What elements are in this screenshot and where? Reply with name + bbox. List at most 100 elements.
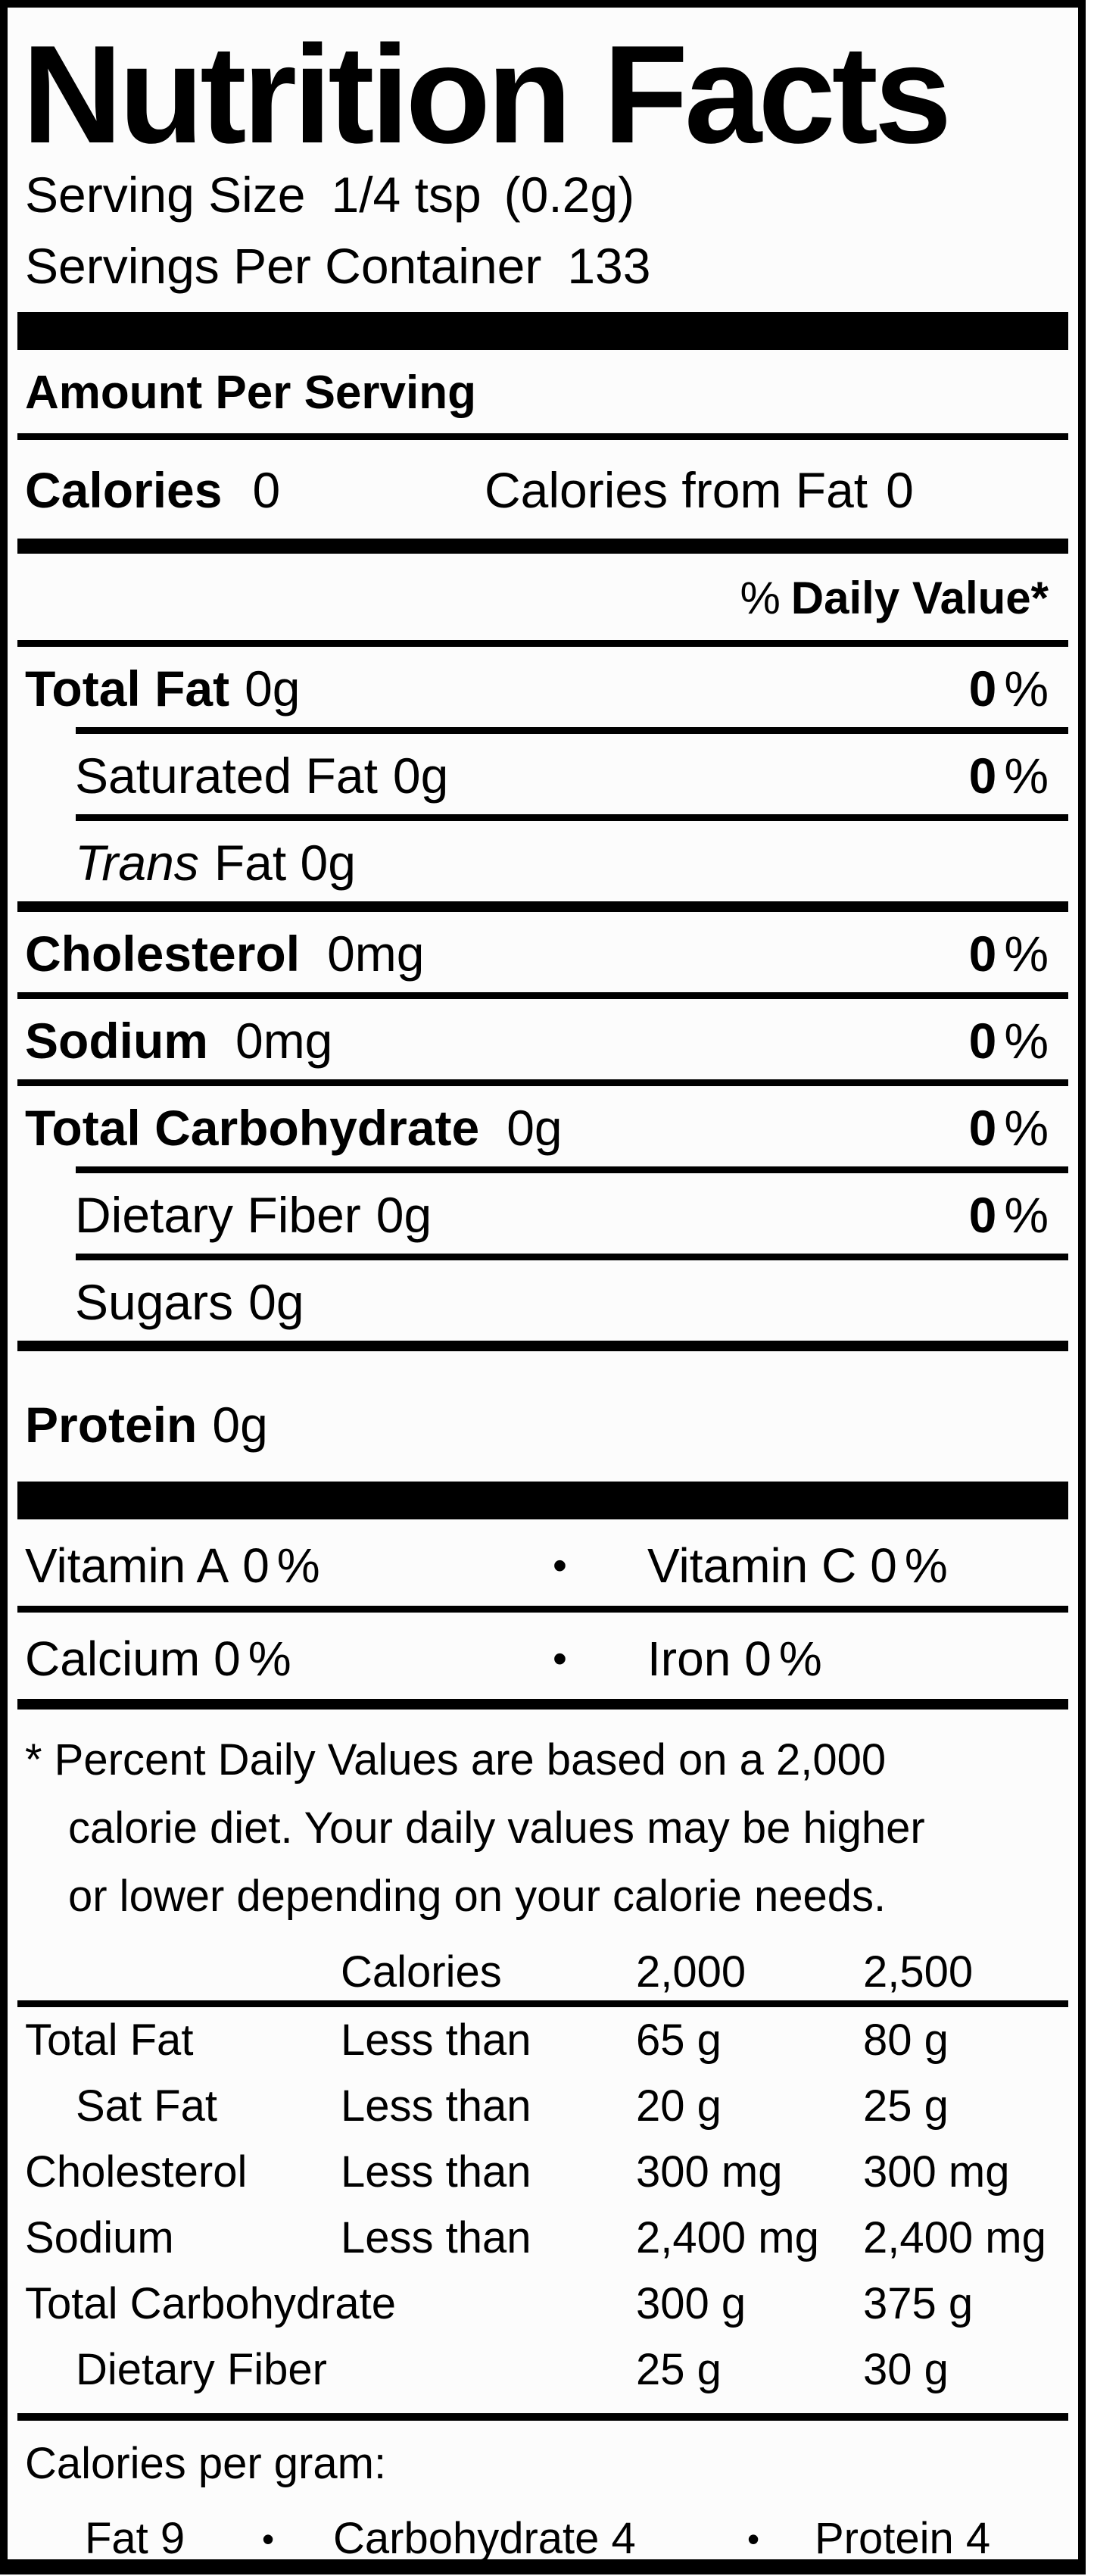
dv-table-row-cholesterol: Cholesterol Less than 300 mg 300 mg [17,2139,1068,2205]
nutrient-amount: 0mg [235,1013,333,1069]
bullet-icon: • [747,2519,760,2559]
dv-row-2000: 2,400 mg [636,2213,819,2262]
calories-label: Calories [25,462,223,518]
nutrient-row-saturated-fat: Saturated Fat 0g 0% [17,734,1068,814]
dv-row-label: Cholesterol [25,2147,248,2197]
nutrient-row-sugars: Sugars 0g [17,1260,1068,1341]
cpg-protein: Protein 4 [815,2514,991,2563]
vitamin-row-a-c: Vitamin A 0% • Vitamin C 0% [17,1519,1068,1606]
nutrient-row-protein: Protein 0g [17,1383,1068,1463]
rule [17,1606,1068,1613]
dv-table-header-2500: 2,500 [863,1947,974,1997]
vitamin-name: Iron [647,1631,731,1686]
dv-row-label: Dietary Fiber [76,2345,327,2394]
serving-size-row: Serving Size 1/4 tsp (0.2g) [17,159,1068,230]
nutrient-amount: Fat 0g [214,835,356,891]
nutrient-amount: 0g [212,1397,268,1453]
dv-row-label: Total Carbohydrate [25,2279,397,2328]
dv-table-row-sat-fat: Sat Fat Less than 20 g 25 g [17,2073,1068,2139]
dv-table-row-sodium: Sodium Less than 2,400 mg 2,400 mg [17,2205,1068,2271]
nutrient-name-amount: Sodium 0mg [25,1016,332,1066]
rule [17,1079,1068,1086]
nutrient-row-total-fat: Total Fat 0g 0% [17,647,1068,727]
nutrient-name-amount: Protein 0g [25,1400,268,1450]
nutrient-dv: 0% [968,1100,1049,1156]
calories-from-fat-label: Calories from Fat [485,462,868,518]
nutrient-name: Trans [75,835,199,891]
nutrient-name-amount: Saturated Fat 0g [25,751,448,801]
nutrient-name: Saturated Fat [75,748,378,804]
nutrient-name: Total Carbohydrate [25,1100,480,1156]
nutrient-name: Sugars [75,1274,234,1330]
nutrient-name-amount: Total Carbohydrate 0g [25,1103,563,1153]
vitamin-name: Vitamin A [25,1538,229,1593]
bullet-icon: • [553,1543,567,1588]
amount-per-serving-heading: Amount Per Serving [25,367,476,419]
serving-size-weight: (0.2g) [503,167,635,223]
nutrient-row-total-carbohydrate: Total Carbohydrate 0g 0% [17,1086,1068,1166]
calories-value: 0 [252,462,281,518]
servings-per-container-row: Servings Per Container 133 [17,230,1068,301]
rule [17,2413,1068,2421]
vitamin-left: Calcium 0% [25,1631,291,1686]
calories-per-gram-values: Fat 9 • Carbohydrate 4 • Protein 4 [17,2514,1068,2563]
dv-row-2500: 375 g [863,2279,974,2328]
nutrient-amount: 0g [506,1100,563,1156]
dv-row-cond: Less than [341,2213,531,2262]
dv-row-label: Sat Fat [76,2081,217,2131]
nutrient-name-amount: Cholesterol 0mg [25,929,424,979]
dv-table-row-total-carbohydrate: Total Carbohydrate 300 g 375 g [17,2271,1068,2337]
dv-row-2500: 25 g [863,2081,949,2131]
nutrient-amount: 0g [392,748,449,804]
cpg-carbohydrate: Carbohydrate 4 [333,2514,636,2563]
rule-medium [17,1341,1068,1351]
dv-table-row-dietary-fiber: Dietary Fiber 25 g 30 g [17,2337,1068,2403]
bullet-icon: • [553,1636,567,1681]
vitamin-row-calcium-iron: Calcium 0% • Iron 0% [17,1613,1068,1699]
nutrient-name: Dietary Fiber [75,1187,361,1243]
rule [17,2000,1068,2007]
nutrient-dv: 0% [968,926,1049,982]
rule-indented [76,1254,1068,1260]
footnote-line: * Percent Daily Values are based on a 2,… [25,1735,887,1784]
servings-per-container-value: 133 [567,238,651,294]
rule-indented [76,814,1068,821]
rule [17,640,1068,647]
footnote-line: or lower depending on your calorie needs… [68,1872,887,1921]
dv-row-2000: 300 mg [636,2147,783,2197]
rule [17,433,1068,440]
dv-table-header: Calories 2,000 2,500 [17,1934,1068,2000]
nutrient-row-trans-fat: Trans Fat 0g [17,821,1068,901]
cpg-fat: Fat 9 [85,2514,185,2563]
daily-value-header: % Daily Value* [17,554,1068,640]
vitamin-left: Vitamin A 0% [25,1538,320,1593]
vitamin-name: Vitamin C [647,1538,857,1593]
dv-row-2500: 80 g [863,2016,949,2065]
rule-medium [17,901,1068,912]
dv-table-header-2000: 2,000 [636,1947,746,1997]
separator-bar-middle [17,1482,1068,1519]
dv-row-2000: 25 g [636,2345,722,2394]
dv-row-2500: 2,400 mg [863,2213,1046,2262]
nutrient-amount: 0g [248,1274,304,1330]
rule-indented [76,727,1068,734]
nutrient-name: Cholesterol [25,926,301,982]
rule [17,992,1068,999]
calories-row: Calories 0 Calories from Fat 0 [17,440,1068,539]
rule-medium [17,1699,1068,1710]
rule-thick [17,539,1068,554]
nutrient-dv: 0% [968,660,1049,717]
nutrient-name: Protein [25,1397,198,1453]
dv-row-2500: 300 mg [863,2147,1010,2197]
nutrient-name: Total Fat [25,660,230,717]
nutrient-name: Sodium [25,1013,208,1069]
nutrient-name-amount: Trans Fat 0g [25,838,356,888]
footnote: * Percent Daily Values are based on a 2,… [17,1710,1068,1934]
separator-bar-top [17,312,1068,350]
dv-row-2000: 20 g [636,2081,722,2131]
serving-size-qty: 1/4 tsp [331,167,482,223]
nutrient-amount: 0g [245,660,301,717]
dv-table-header-calories: Calories [341,1947,502,1997]
nutrient-amount: 0mg [327,926,425,982]
